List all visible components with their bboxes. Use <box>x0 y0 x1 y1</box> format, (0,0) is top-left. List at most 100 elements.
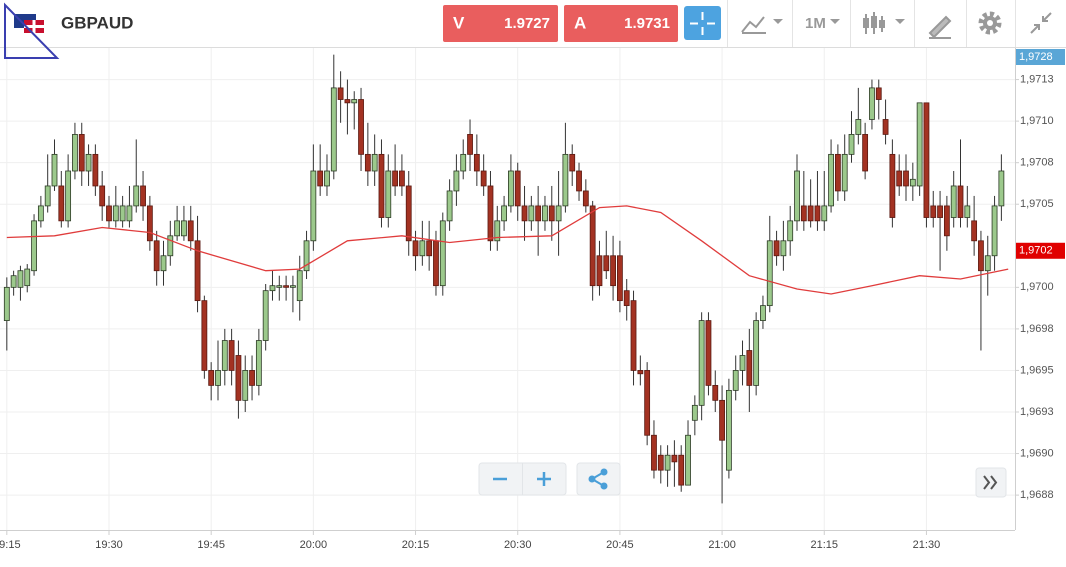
share-button[interactable] <box>576 462 621 496</box>
crosshair-bg[interactable] <box>684 6 721 40</box>
buy-label[interactable]: A <box>574 13 586 32</box>
candle-body-up <box>385 170 392 218</box>
candle-body-up <box>685 434 691 486</box>
sell-bg[interactable] <box>443 5 558 42</box>
candle-body-up <box>419 240 426 257</box>
flag-icon <box>14 14 44 33</box>
candle-icon[interactable] <box>863 18 869 28</box>
candle-body-up <box>24 268 31 287</box>
candle-body-down <box>399 170 405 187</box>
symbol[interactable]: GBPAUD <box>61 13 133 32</box>
collapse-button[interactable] <box>1030 12 1052 34</box>
candle-body-up <box>909 178 916 187</box>
candle-body-down <box>746 350 753 386</box>
scroll-end-button[interactable] <box>975 467 1007 498</box>
candle-body-down <box>800 205 807 222</box>
candle-body-up <box>760 305 766 321</box>
share-icon[interactable] <box>600 468 608 476</box>
candle-body-up <box>998 170 1005 207</box>
candle-body-up <box>119 205 126 222</box>
candle-body-up <box>160 255 167 272</box>
candle-body-down <box>773 240 780 257</box>
candle-body-up <box>841 153 848 192</box>
chart-type-button[interactable] <box>741 16 783 34</box>
candle-body-up <box>821 205 828 222</box>
gear-icon[interactable] <box>987 20 993 26</box>
y-tick-label: 1,9695 <box>1020 364 1054 376</box>
sell-price[interactable]: 1.9727 <box>504 15 550 32</box>
candle-body-up <box>51 153 58 187</box>
candle-body-up <box>269 285 276 292</box>
candle-icon[interactable] <box>871 16 877 28</box>
settings-button[interactable] <box>978 11 1002 35</box>
candle-body-up <box>72 134 78 172</box>
candle-body-down <box>412 240 419 257</box>
candle-body-down <box>862 134 869 172</box>
x-tick-label: 19:15 <box>0 539 21 551</box>
moving-average-line <box>6 205 1009 295</box>
y-tick-label: 1,9700 <box>1020 281 1054 293</box>
candle-body-down <box>364 153 371 172</box>
candle-body-down <box>392 170 399 187</box>
timeframe-button[interactable]: 1M <box>805 15 840 32</box>
candle-body-down <box>971 220 978 242</box>
candle-body-up <box>221 340 228 371</box>
candle-body-down <box>99 185 106 207</box>
candle-body-up <box>964 205 971 218</box>
candle-body-up <box>303 240 310 272</box>
dropdown-arrow[interactable] <box>830 19 840 24</box>
candle-body-down <box>344 99 351 104</box>
candle-body-down <box>337 87 344 100</box>
zoom-in-button[interactable] <box>537 472 551 486</box>
candle-body-down <box>889 153 896 218</box>
y-tick-label: 1,9698 <box>1020 323 1054 335</box>
sell-button[interactable]: V 1.9727 <box>443 5 558 42</box>
candle-body-up <box>787 220 794 242</box>
scroll-end-icon[interactable] <box>983 475 998 490</box>
candle-body-up <box>3 286 10 321</box>
candle-body-down <box>78 134 85 172</box>
candle-body-up <box>984 255 991 272</box>
candle-body-down <box>228 340 235 371</box>
buy-bg[interactable] <box>564 5 678 42</box>
candle-body-up <box>739 355 746 371</box>
candle-body-up <box>991 205 998 257</box>
buy-price[interactable]: 1.9731 <box>624 15 670 32</box>
buy-button[interactable]: A 1.9731 <box>564 5 678 42</box>
candle-body-up <box>290 285 296 288</box>
candle-body-down <box>712 384 719 401</box>
dropdown-arrow[interactable] <box>773 19 783 24</box>
price-tag <box>1016 242 1065 259</box>
candle-style-button[interactable] <box>863 12 905 34</box>
candle-body-down <box>535 205 542 222</box>
candle-body-up <box>698 320 705 406</box>
candle-body-up <box>855 119 862 135</box>
zoom-controls <box>478 462 1007 498</box>
candle-body-down <box>903 170 909 187</box>
candle-body-up <box>31 220 37 272</box>
candle-body-down <box>630 300 637 371</box>
draw-tool-button[interactable] <box>928 15 952 39</box>
gear-icon[interactable] <box>978 11 1002 35</box>
candle-body-down <box>896 170 903 187</box>
candle-body-up <box>542 205 548 222</box>
candle-body-down <box>153 240 160 272</box>
chart-type-icon[interactable] <box>741 16 766 34</box>
candle-body-up <box>439 220 446 287</box>
crosshair-icon[interactable] <box>690 12 715 35</box>
timeframe[interactable]: 1M <box>805 15 826 32</box>
candle-body-down <box>719 399 725 441</box>
y-tick-label: 1,9693 <box>1020 406 1054 418</box>
crosshair-button[interactable] <box>684 6 721 40</box>
candle-body-up <box>126 205 133 222</box>
share-icon[interactable] <box>600 482 608 490</box>
dropdown-arrow[interactable] <box>895 19 905 24</box>
candle-icon[interactable] <box>879 20 885 28</box>
y-tick-label: 1,9713 <box>1020 73 1054 85</box>
candle-body-down <box>473 153 480 172</box>
share-icon[interactable] <box>588 475 596 483</box>
candle-body-up <box>460 153 467 172</box>
sell-label[interactable]: V <box>453 13 465 32</box>
